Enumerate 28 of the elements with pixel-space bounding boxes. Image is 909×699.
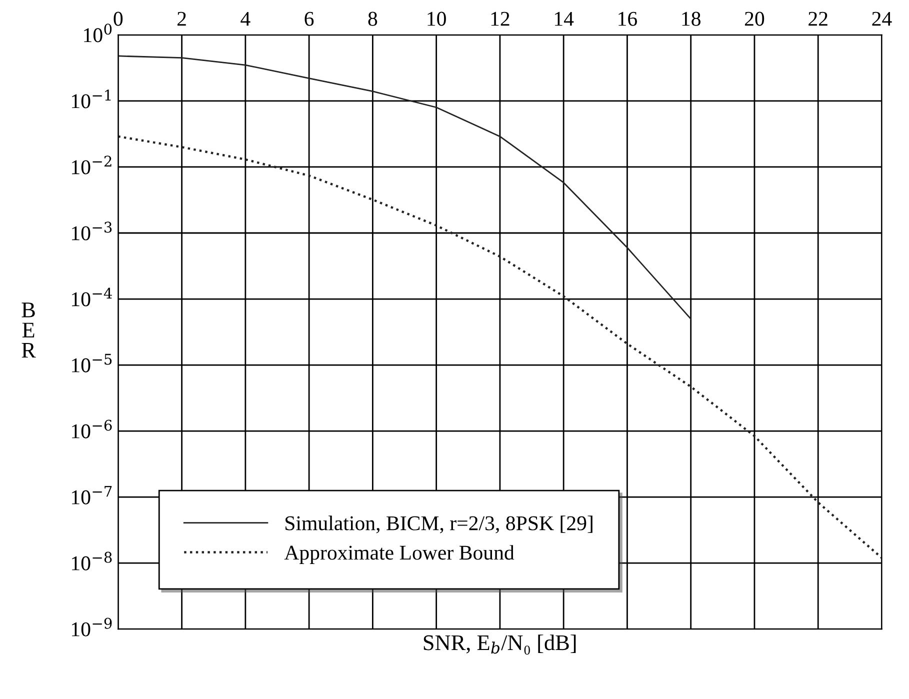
y-tick-label: 10$^{−1}$ (72, 90, 111, 108)
x-tick-label: 18 (682, 12, 700, 26)
y-tick-label: 10$^{−3}$ (72, 222, 112, 240)
y-tick-label: 10$^{−4}$ (72, 288, 112, 306)
x-tick-label: 12 (491, 12, 510, 26)
y-tick-label: 10$^{−2}$ (72, 156, 112, 174)
x-tick-label: 2 (178, 12, 186, 26)
x-tick-label: 14 (554, 12, 574, 26)
x-tick-label: 10 (428, 12, 446, 26)
x-tick-label: 24 (872, 12, 892, 26)
y-tick-label: 10$^{−7}$ (72, 486, 112, 504)
x-tick-label: 22 (808, 12, 828, 26)
y-axis-title: BER (22, 302, 36, 358)
x-tick-label: 20 (744, 12, 764, 26)
x-tick-label: 8 (368, 12, 378, 26)
y-tick-label: 10$^{−9}$ (72, 618, 112, 636)
x-tick-label: 4 (240, 12, 250, 26)
y-tick-label: 10$^{0}$ (84, 24, 112, 42)
legend-label: Simulation, BICM, r=2/3, 8PSK [29] (286, 516, 592, 534)
legend-label: Approximate Lower Bound (284, 545, 514, 564)
y-tick-label: 10$^{−5}$ (72, 354, 112, 372)
y-tick-label: 10$^{−6}$ (72, 420, 112, 438)
x-tick-label: 6 (304, 12, 314, 26)
x-axis-title: SNR, E$_{b}$/N₀ [dB] (424, 634, 576, 655)
x-tick-label: 0 (114, 12, 123, 26)
x-tick-label: 16 (618, 12, 638, 26)
y-tick-label: 10$^{−8}$ (72, 552, 112, 570)
line-series (118, 55, 692, 320)
